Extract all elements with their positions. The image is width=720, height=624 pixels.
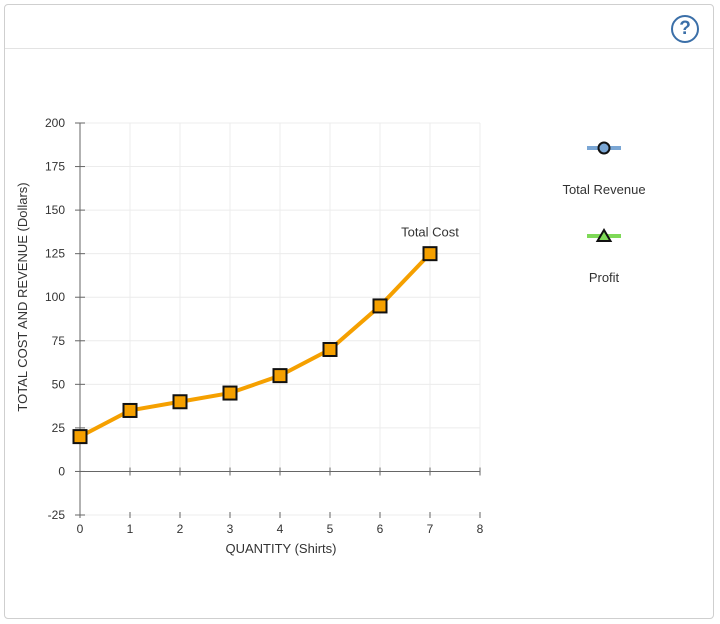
legend-label: Profit [589,270,620,285]
total-cost-point [422,246,438,262]
y-tick-label: 75 [52,334,66,348]
x-tick-label: 7 [427,522,434,536]
total-cost-point [272,368,288,384]
panel-header: ? [5,5,713,49]
y-tick-label: 100 [45,290,65,304]
y-axis-title: TOTAL COST AND REVENUE (Dollars) [15,182,30,411]
graph-panel: ? [4,4,714,619]
x-tick-label: 1 [127,522,134,536]
y-tick-label: 125 [45,247,65,261]
y-tick-label: -25 [48,508,66,522]
y-tick-label: 175 [45,160,65,174]
x-tick-label: 8 [477,522,484,536]
x-tick-label: 0 [77,522,84,536]
x-axis-title: QUANTITY (Shirts) [226,541,337,556]
x-tick-label: 6 [377,522,384,536]
x-tick-label: 4 [277,522,284,536]
series-line-total-cost [78,251,432,439]
y-tick-label: 150 [45,203,65,217]
y-tick-label: 0 [58,464,65,478]
legend-label: Total Revenue [562,182,645,197]
total-cost-point [172,394,188,410]
x-tick-label: 3 [227,522,234,536]
legend-marker-triangle [595,228,613,242]
total-cost-point [372,298,388,314]
total-cost-point [222,385,238,401]
total-cost-point [322,341,338,357]
series-label-total-cost: Total Cost [401,225,459,240]
total-cost-point [72,429,88,445]
y-tick-label: 50 [52,377,66,391]
x-tick-label: 5 [327,522,334,536]
y-tick-label: 200 [45,116,65,130]
total-cost-point [122,402,138,418]
legend-marker-circle [597,141,611,155]
x-tick-label: 2 [177,522,184,536]
help-icon[interactable]: ? [671,15,699,43]
y-tick-label: 25 [52,421,66,435]
